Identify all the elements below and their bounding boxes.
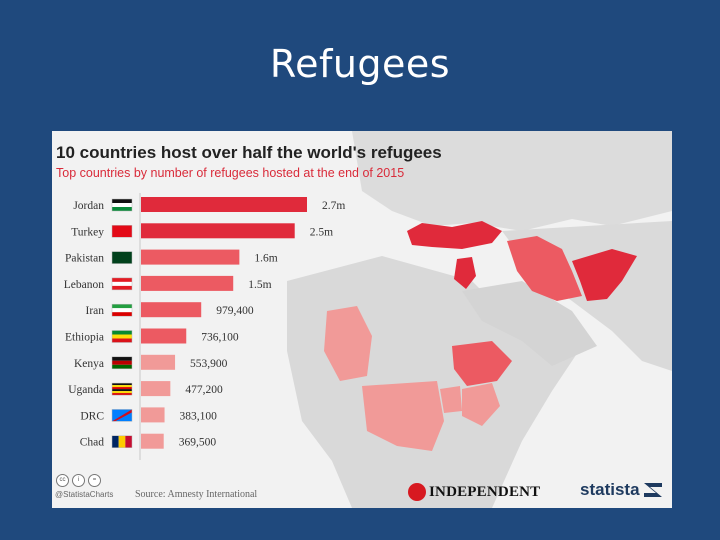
chart-subtitle: Top countries by number of refugees host… [56, 166, 405, 180]
category-label-ethiopia: Ethiopia [65, 332, 104, 344]
map-land-arabia [462, 281, 597, 366]
bar-pakistan [141, 249, 240, 265]
statista-wordmark: statista [580, 480, 640, 499]
bar-chad [141, 433, 164, 449]
value-label-lebanon: 1.5m [248, 279, 271, 291]
slide-title: Refugees [269, 42, 451, 86]
category-label-pakistan: Pakistan [65, 253, 104, 265]
bar-lebanon [141, 275, 234, 291]
bar-chart: Jordan 2.7m Turkey 2.5m Pakistan 1.6m Lebanon 1… [64, 193, 345, 460]
category-label-drc: DRC [80, 410, 104, 422]
value-label-chad: 369,500 [179, 437, 217, 449]
lebanon-flag [111, 277, 133, 291]
map-ethiopia [452, 341, 512, 386]
uganda-flag [111, 382, 133, 396]
attribution-icon: i [72, 474, 85, 487]
value-label-ethiopia: 736,100 [201, 332, 239, 344]
drc-flag [111, 409, 133, 422]
map-pakistan [572, 249, 637, 301]
category-label-kenya: Kenya [74, 358, 104, 370]
bar-jordan [141, 197, 307, 212]
map-iran [507, 236, 582, 301]
map-chad [324, 306, 372, 381]
bar-turkey [141, 223, 295, 239]
ethiopia-flag [111, 330, 133, 343]
statista-logo: statista [580, 480, 662, 500]
background-map [287, 131, 672, 508]
value-label-uganda: 477,200 [185, 384, 223, 396]
source-note: Source: Amnesty International [135, 489, 258, 500]
category-label-iran: Iran [85, 305, 104, 317]
map-turkey [407, 221, 502, 249]
bar-ethiopia [141, 328, 187, 344]
independent-logo: INDEPENDENT [408, 483, 540, 501]
statista-mark-icon [643, 483, 662, 497]
category-label-turkey: Turkey [71, 226, 104, 238]
bar-uganda [141, 381, 171, 397]
pakistan-flag [111, 251, 133, 264]
map-uganda [440, 386, 462, 413]
value-label-turkey: 2.5m [310, 226, 333, 238]
bar-kenya [141, 354, 176, 370]
category-label-jordan: Jordan [73, 200, 104, 212]
category-label-lebanon: Lebanon [64, 279, 104, 291]
cc-icon: cc [56, 474, 69, 487]
map-kenya [462, 383, 500, 426]
chart-title: 10 countries host over half the world's … [56, 143, 442, 162]
independent-wordmark: INDEPENDENT [429, 483, 541, 500]
statista-handle: @StatistaCharts [55, 490, 114, 499]
no-derivatives-icon: = [88, 474, 101, 487]
value-label-drc: 383,100 [180, 410, 218, 422]
bar-iran [141, 302, 202, 318]
value-label-kenya: 553,900 [190, 358, 228, 370]
map-jordan-lebanon [454, 257, 476, 289]
map-drc [362, 381, 444, 451]
iran-flag [111, 303, 133, 317]
map-land-europe [352, 131, 672, 231]
chad-flag [111, 435, 133, 448]
category-label-uganda: Uganda [68, 384, 104, 396]
category-label-chad: Chad [80, 437, 105, 449]
license-icons: cc i = [56, 474, 101, 487]
kenya-flag [111, 356, 133, 370]
infographic: 10 countries host over half the world's … [52, 131, 672, 508]
value-label-pakistan: 1.6m [254, 253, 277, 265]
eagle-icon [408, 483, 426, 501]
value-label-iran: 979,400 [216, 305, 254, 317]
jordan-flag [111, 198, 133, 212]
value-label-jordan: 2.7m [322, 200, 345, 212]
bar-drc [141, 407, 165, 423]
turkey-flag [111, 225, 133, 238]
